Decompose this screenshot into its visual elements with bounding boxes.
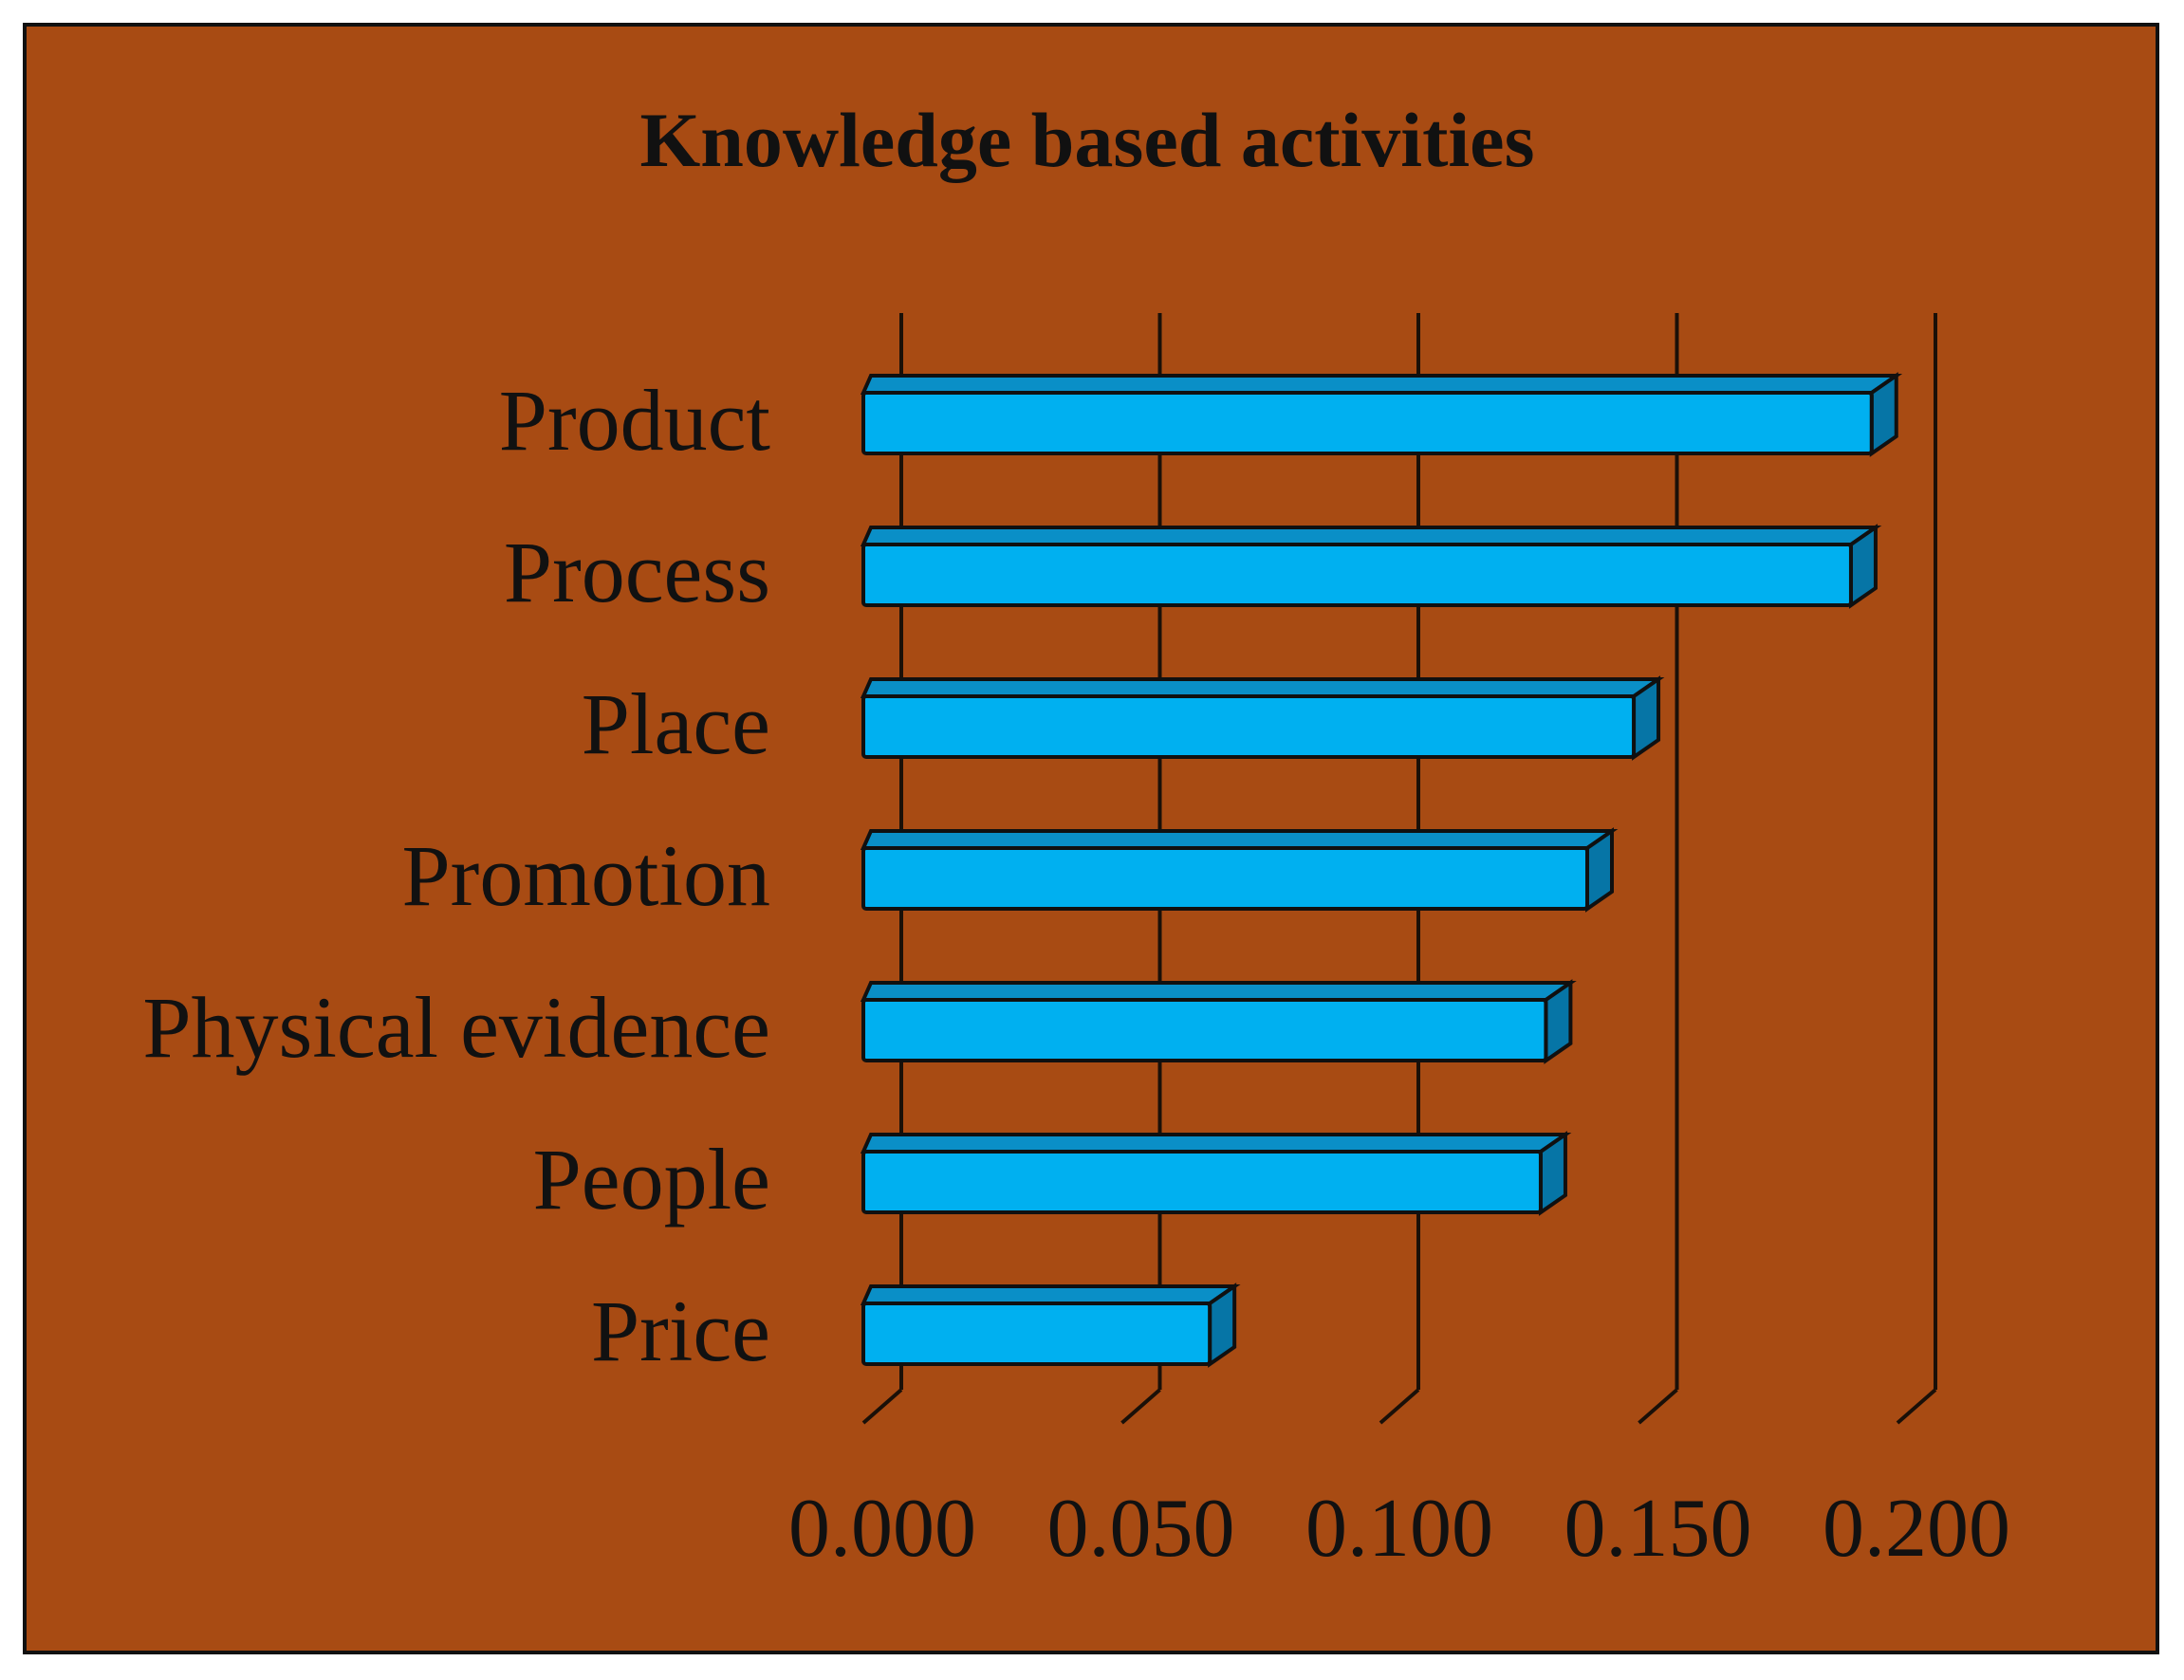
bar-top-face	[860, 829, 1619, 850]
bar-front-face	[861, 998, 1548, 1062]
category-label: Physical evidence	[142, 979, 770, 1076]
category-label: Price	[591, 1283, 770, 1379]
bar	[860, 827, 1619, 913]
bar	[860, 1131, 1572, 1216]
bar	[860, 979, 1577, 1064]
x-tick-label: 0.000	[788, 1483, 976, 1575]
floor-line	[1638, 1388, 1678, 1425]
bar	[860, 372, 1903, 457]
bar-top-face	[860, 981, 1577, 1002]
bar-top-face	[860, 1284, 1241, 1305]
category-label: Promotion	[402, 827, 770, 924]
bar-front-face	[861, 391, 1874, 455]
bar	[860, 524, 1882, 609]
category-label: Place	[582, 675, 770, 772]
x-tick-labels: 0.000 0.050 0.100 0.150 0.200	[788, 1483, 2010, 1575]
floor-line	[1379, 1388, 1420, 1425]
floor-line	[861, 1388, 903, 1425]
bar-front-face	[861, 1150, 1543, 1214]
bar-front-face	[861, 694, 1637, 759]
bar-front-face	[861, 1302, 1212, 1366]
chart-title: Knowledge based activities	[640, 97, 1535, 183]
x-tick-label: 0.200	[1823, 1483, 2010, 1575]
category-labels: Product Process Place Promotion Physical evi…	[142, 372, 770, 1379]
category-label: Process	[504, 524, 770, 620]
x-tick-label: 0.100	[1305, 1483, 1493, 1575]
bar	[860, 675, 1665, 761]
category-label: People	[533, 1131, 770, 1228]
x-tick-label: 0.050	[1047, 1483, 1235, 1575]
floor-line	[1896, 1388, 1937, 1425]
bar-top-face	[860, 677, 1665, 698]
bar-top-face	[860, 526, 1882, 546]
bars	[860, 372, 1903, 1368]
bar-top-face	[860, 374, 1903, 395]
bar-front-face	[861, 846, 1589, 911]
floor-line	[1120, 1388, 1161, 1425]
bar-top-face	[860, 1133, 1572, 1154]
bar-front-face	[861, 543, 1853, 607]
category-label: Product	[499, 372, 771, 469]
bar	[860, 1283, 1241, 1368]
x-tick-label: 0.150	[1564, 1483, 1752, 1575]
